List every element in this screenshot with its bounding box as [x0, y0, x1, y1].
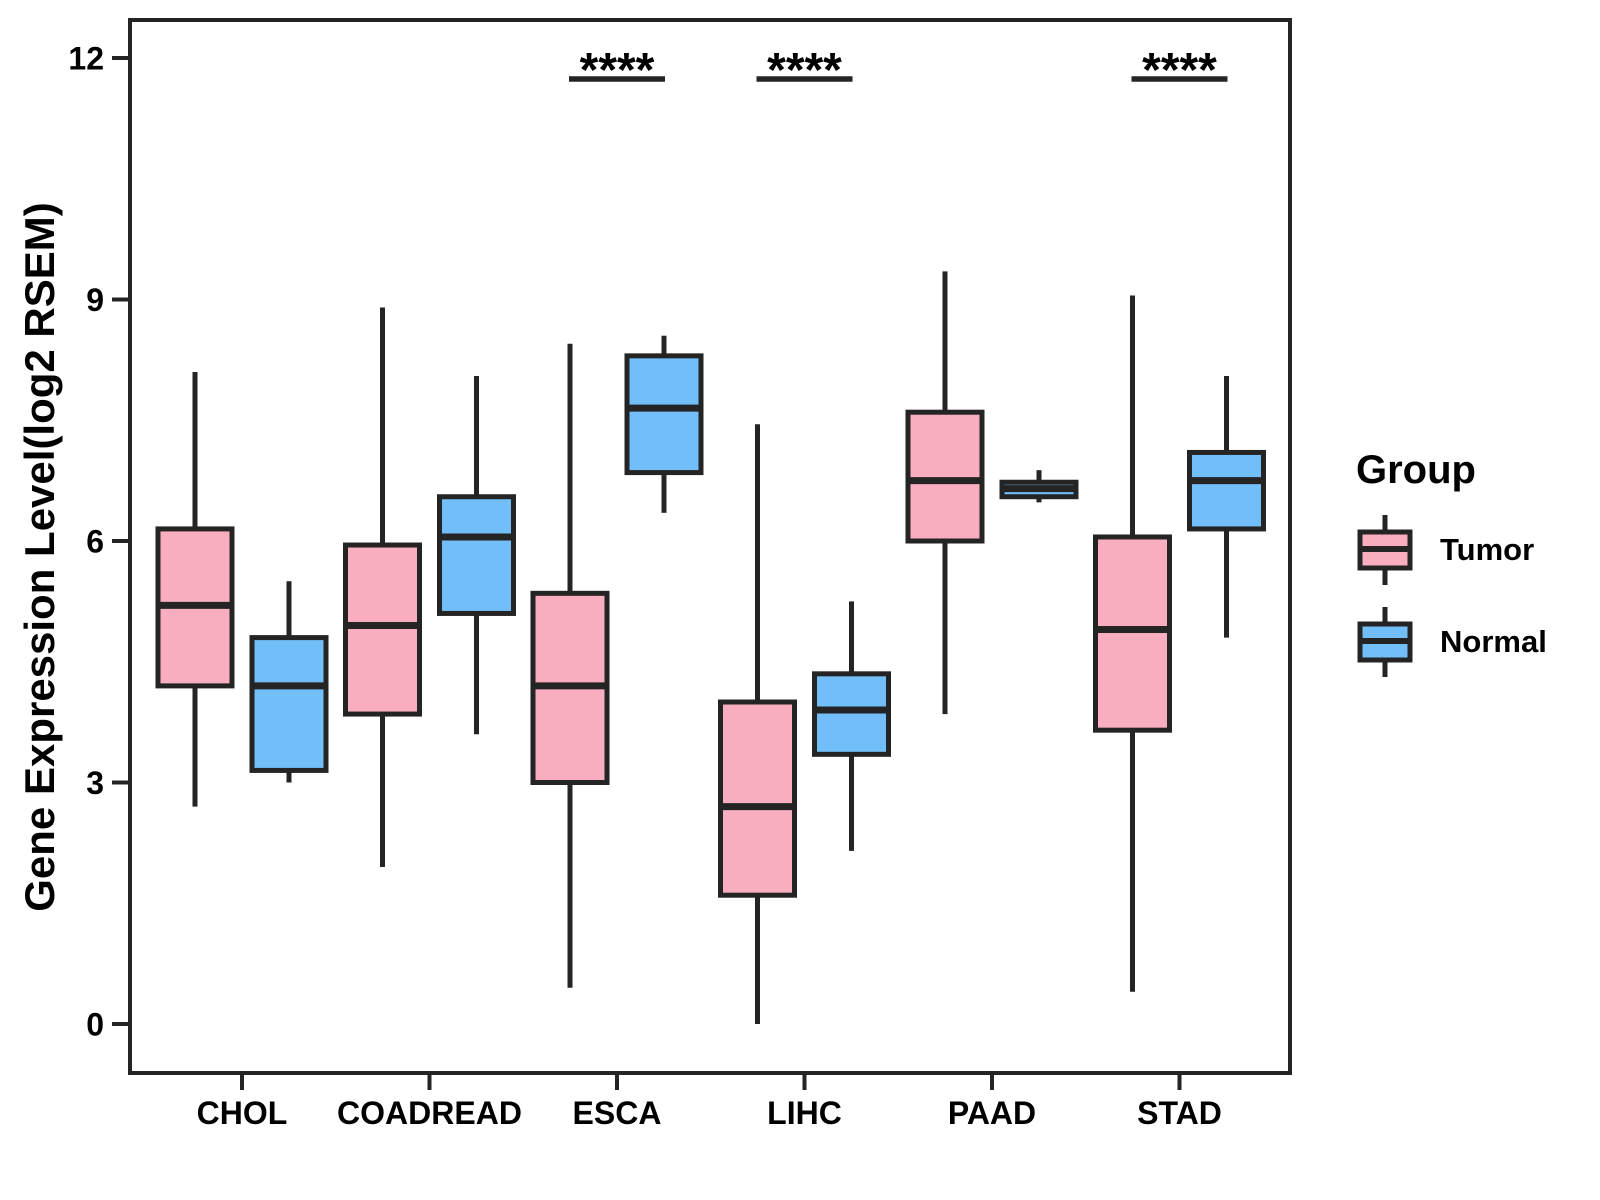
y-axis-title: Gene Expression Level(log2 RSEM)	[16, 202, 63, 912]
normal-box-stad-iqr	[1187, 449, 1266, 532]
x-tick-label: CHOL	[197, 1095, 288, 1131]
tumor-box-lihc-iqr	[718, 699, 797, 898]
legend: Group Tumor Normal	[1356, 448, 1547, 695]
x-tick-label: COADREAD	[337, 1095, 522, 1131]
y-tick-label: 6	[86, 524, 104, 560]
significance-stars-esca: ****	[580, 44, 655, 97]
y-tick-label: 12	[68, 41, 104, 77]
y-tick-label: 3	[86, 765, 104, 801]
significance-stars-lihc: ****	[767, 44, 842, 97]
legend-item-normal: Normal	[1356, 603, 1547, 681]
x-tick-label: LIHC	[767, 1095, 842, 1131]
significance-stars-stad: ****	[1142, 44, 1217, 97]
tumor-box-paad-iqr	[905, 409, 985, 544]
normal-boxplot-icon	[1357, 607, 1413, 677]
tumor-box-coadread-iqr	[343, 542, 422, 717]
normal-box-coadread-iqr	[437, 494, 516, 616]
legend-item-tumor: Tumor	[1356, 511, 1547, 589]
y-tick-label: 0	[86, 1007, 104, 1043]
normal-box-chol-iqr	[249, 635, 329, 773]
x-tick-label: STAD	[1137, 1095, 1222, 1131]
normal-box-esca-iqr	[624, 353, 704, 476]
tumor-boxplot-icon	[1357, 515, 1413, 585]
panel-border	[128, 18, 1292, 1075]
x-tick-label: ESCA	[573, 1095, 662, 1131]
legend-title: Group	[1356, 448, 1476, 492]
legend-label-tumor: Tumor	[1440, 532, 1535, 567]
normal-box-lihc-iqr	[812, 671, 891, 757]
y-tick-label: 9	[86, 282, 104, 318]
legend-label-normal: Normal	[1440, 624, 1547, 659]
tumor-box-stad-iqr	[1093, 534, 1172, 733]
x-tick-label: PAAD	[948, 1095, 1036, 1131]
